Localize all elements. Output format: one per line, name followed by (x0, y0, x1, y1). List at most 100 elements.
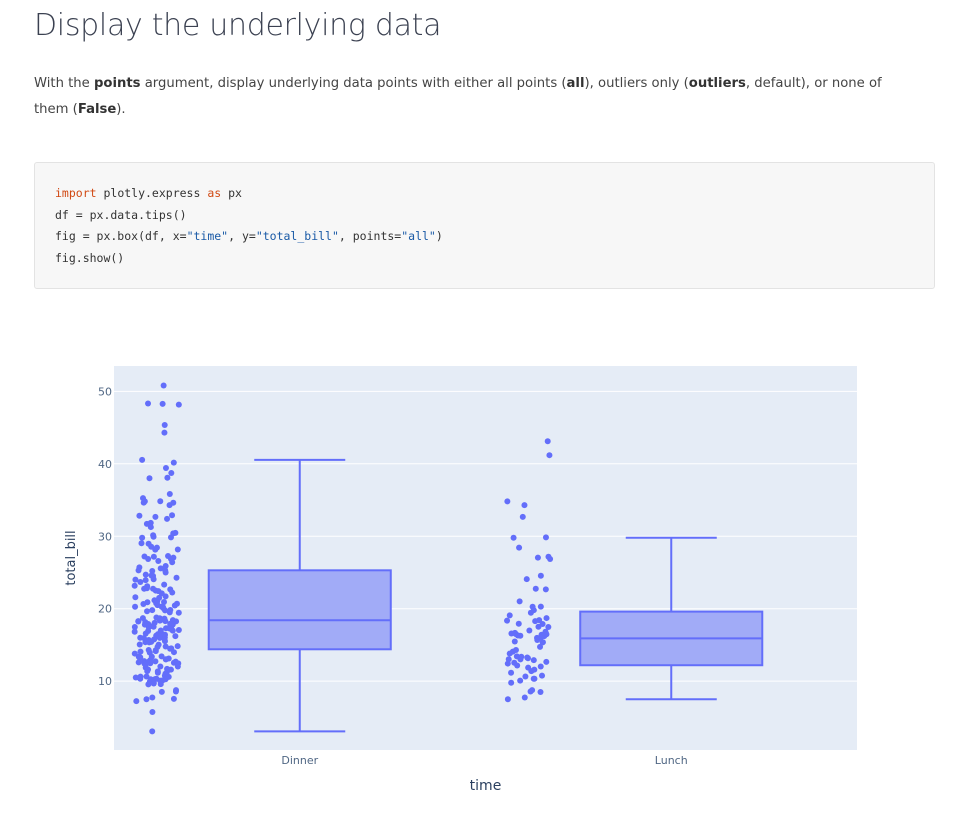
data-point[interactable] (131, 582, 138, 589)
data-point[interactable] (150, 553, 157, 560)
data-point[interactable] (162, 618, 169, 625)
data-point[interactable] (147, 524, 154, 531)
data-point[interactable] (146, 475, 153, 482)
data-point[interactable] (155, 557, 162, 564)
data-point[interactable] (544, 438, 551, 445)
data-point[interactable] (162, 593, 169, 600)
data-point[interactable] (150, 576, 157, 583)
data-point[interactable] (161, 638, 168, 645)
data-point[interactable] (145, 556, 152, 563)
data-point[interactable] (152, 513, 159, 520)
data-point[interactable] (132, 603, 139, 610)
data-point[interactable] (136, 641, 143, 648)
data-point[interactable] (506, 650, 513, 657)
data-point[interactable] (504, 498, 511, 505)
data-point[interactable] (547, 556, 554, 563)
data-point[interactable] (519, 513, 526, 520)
data-point[interactable] (532, 618, 539, 625)
data-point[interactable] (504, 660, 511, 667)
data-point[interactable] (145, 400, 152, 407)
data-point[interactable] (175, 626, 182, 633)
data-point[interactable] (137, 648, 144, 655)
data-point[interactable] (517, 677, 524, 684)
data-point[interactable] (527, 688, 534, 695)
data-point[interactable] (131, 628, 138, 635)
data-point[interactable] (508, 679, 515, 686)
data-point[interactable] (511, 638, 518, 645)
data-point[interactable] (175, 609, 182, 616)
data-point[interactable] (161, 599, 168, 606)
data-point[interactable] (150, 623, 157, 630)
data-point[interactable] (170, 649, 177, 656)
data-point[interactable] (160, 382, 167, 389)
data-point[interactable] (506, 612, 513, 619)
data-point[interactable] (530, 675, 537, 682)
data-point[interactable] (135, 659, 142, 666)
data-point[interactable] (164, 515, 171, 522)
data-point[interactable] (157, 565, 164, 572)
data-point[interactable] (504, 696, 511, 703)
data-point[interactable] (527, 609, 534, 616)
data-point[interactable] (539, 639, 546, 646)
data-point[interactable] (162, 656, 169, 663)
data-point[interactable] (152, 648, 159, 655)
data-point[interactable] (152, 546, 159, 553)
data-point[interactable] (166, 491, 173, 498)
data-point[interactable] (150, 680, 157, 687)
data-point[interactable] (149, 567, 156, 574)
data-point[interactable] (157, 681, 164, 688)
data-point[interactable] (508, 669, 515, 676)
data-point[interactable] (174, 663, 181, 670)
data-point[interactable] (149, 708, 156, 715)
data-point[interactable] (150, 533, 157, 540)
data-point[interactable] (133, 698, 140, 705)
data-point[interactable] (149, 728, 156, 735)
data-point[interactable] (174, 643, 181, 650)
data-point[interactable] (161, 429, 168, 436)
data-point[interactable] (542, 534, 549, 541)
data-point[interactable] (157, 663, 164, 670)
data-point[interactable] (162, 569, 169, 576)
data-point[interactable] (164, 474, 171, 481)
data-point[interactable] (147, 660, 154, 667)
data-point[interactable] (508, 630, 515, 637)
data-point[interactable] (149, 607, 156, 614)
data-point[interactable] (144, 668, 151, 675)
data-point[interactable] (169, 627, 176, 634)
data-point[interactable] (159, 400, 166, 407)
data-point[interactable] (152, 658, 159, 665)
data-point[interactable] (162, 563, 169, 570)
data-point[interactable] (158, 688, 165, 695)
data-point[interactable] (168, 470, 175, 477)
data-point[interactable] (166, 609, 173, 616)
data-point[interactable] (537, 663, 544, 670)
data-point[interactable] (170, 695, 177, 702)
data-point[interactable] (532, 585, 539, 592)
data-point[interactable] (537, 603, 544, 610)
data-point[interactable] (510, 534, 517, 541)
data-point[interactable] (534, 636, 541, 643)
data-point[interactable] (140, 499, 147, 506)
code-block[interactable]: import plotly.express as px df = px.data… (34, 162, 935, 289)
data-point[interactable] (535, 623, 542, 630)
data-point[interactable] (173, 574, 180, 581)
data-point[interactable] (156, 617, 163, 624)
data-point[interactable] (172, 633, 179, 640)
data-point[interactable] (139, 534, 146, 541)
data-point[interactable] (140, 601, 147, 608)
data-point[interactable] (132, 594, 139, 601)
box-dinner[interactable] (207, 569, 392, 651)
data-point[interactable] (545, 624, 552, 631)
data-point[interactable] (172, 688, 179, 695)
data-point[interactable] (522, 673, 529, 680)
data-point[interactable] (517, 632, 524, 639)
data-point[interactable] (131, 624, 138, 631)
data-point[interactable] (546, 452, 553, 459)
data-point[interactable] (516, 544, 523, 551)
data-point[interactable] (157, 498, 164, 505)
data-point[interactable] (169, 559, 176, 566)
data-point[interactable] (156, 634, 163, 641)
data-point[interactable] (137, 579, 144, 586)
data-point[interactable] (170, 499, 177, 506)
data-point[interactable] (542, 586, 549, 593)
